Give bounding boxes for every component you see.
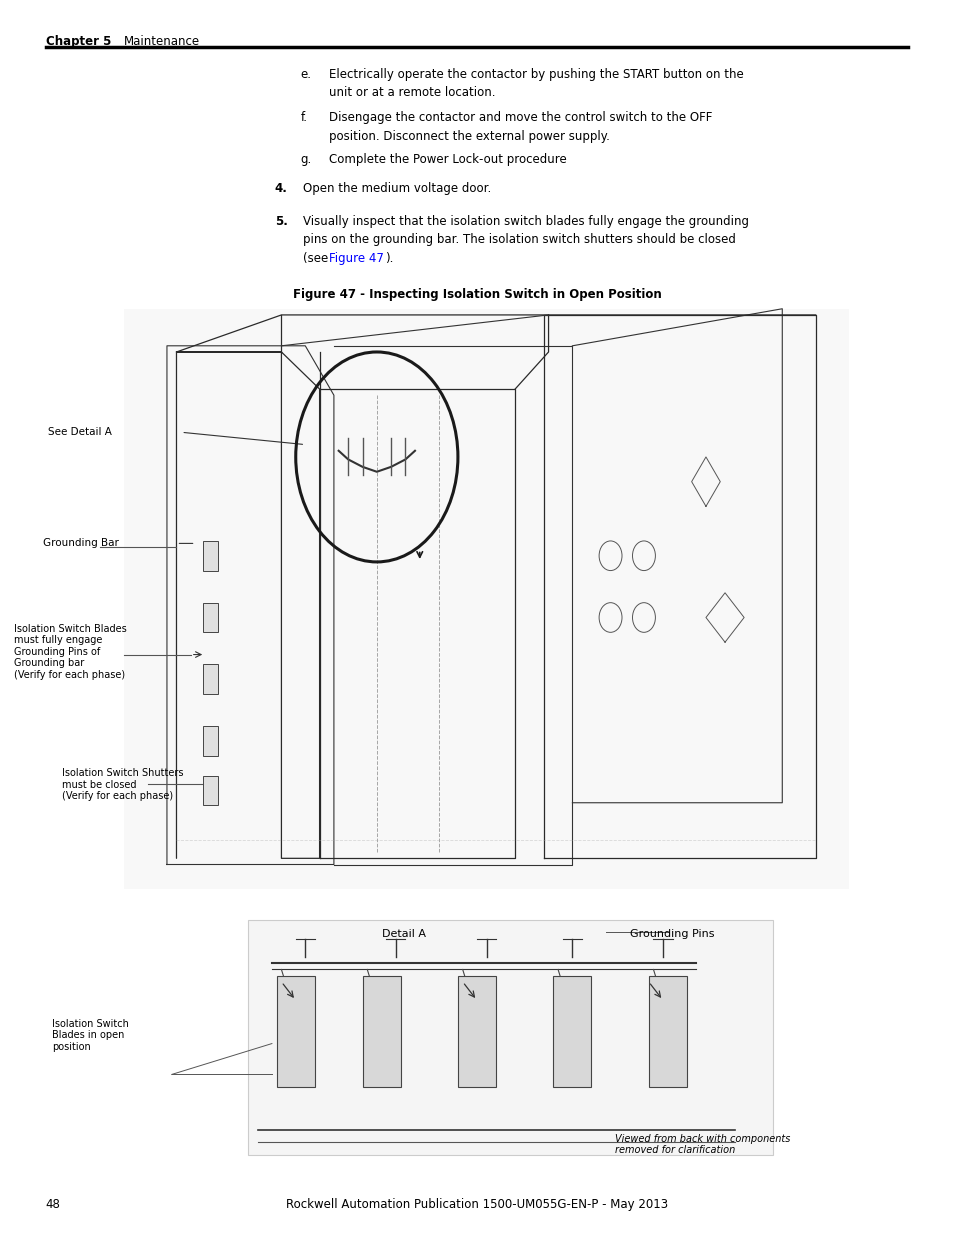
FancyBboxPatch shape — [124, 309, 848, 889]
FancyBboxPatch shape — [203, 776, 217, 805]
Text: Isolation Switch
Blades in open
position: Isolation Switch Blades in open position — [52, 1019, 130, 1052]
FancyBboxPatch shape — [276, 976, 314, 1087]
Text: Disengage the contactor and move the control switch to the OFF: Disengage the contactor and move the con… — [329, 111, 712, 125]
Text: Viewed from back with components
removed for clarification: Viewed from back with components removed… — [615, 1134, 790, 1155]
FancyBboxPatch shape — [203, 664, 217, 694]
Text: Figure 47 - Inspecting Isolation Switch in Open Position: Figure 47 - Inspecting Isolation Switch … — [293, 288, 660, 301]
Text: 48: 48 — [46, 1198, 61, 1210]
Text: position. Disconnect the external power supply.: position. Disconnect the external power … — [329, 130, 609, 143]
Text: Detail A: Detail A — [381, 929, 425, 939]
Text: g.: g. — [300, 153, 312, 167]
Text: Open the medium voltage door.: Open the medium voltage door. — [303, 182, 491, 195]
FancyBboxPatch shape — [362, 976, 400, 1087]
FancyBboxPatch shape — [553, 976, 591, 1087]
Text: Chapter 5: Chapter 5 — [46, 35, 112, 48]
Text: (see: (see — [303, 252, 332, 266]
Text: Rockwell Automation Publication 1500-UM055G-EN-P - May 2013: Rockwell Automation Publication 1500-UM0… — [286, 1198, 667, 1210]
FancyBboxPatch shape — [248, 920, 772, 1155]
Text: pins on the grounding bar. The isolation switch shutters should be closed: pins on the grounding bar. The isolation… — [303, 233, 736, 247]
Text: Grounding Pins: Grounding Pins — [629, 929, 714, 939]
FancyBboxPatch shape — [203, 726, 217, 756]
Text: Electrically operate the contactor by pushing the START button on the: Electrically operate the contactor by pu… — [329, 68, 743, 82]
FancyBboxPatch shape — [648, 976, 686, 1087]
Text: Visually inspect that the isolation switch blades fully engage the grounding: Visually inspect that the isolation swit… — [303, 215, 749, 228]
Text: 4.: 4. — [274, 182, 287, 195]
FancyBboxPatch shape — [203, 541, 217, 571]
Text: 5.: 5. — [274, 215, 287, 228]
Text: Complete the Power Lock-out procedure: Complete the Power Lock-out procedure — [329, 153, 566, 167]
Text: Isolation Switch Blades
must fully engage
Grounding Pins of
Grounding bar
(Verif: Isolation Switch Blades must fully engag… — [14, 624, 127, 680]
FancyBboxPatch shape — [457, 976, 496, 1087]
Text: Grounding Bar: Grounding Bar — [43, 538, 119, 548]
Text: ).: ). — [385, 252, 394, 266]
Text: Maintenance: Maintenance — [124, 35, 200, 48]
Text: Figure 47: Figure 47 — [329, 252, 384, 266]
FancyBboxPatch shape — [203, 603, 217, 632]
Text: e.: e. — [300, 68, 312, 82]
Text: See Detail A: See Detail A — [48, 427, 112, 437]
Text: f.: f. — [300, 111, 307, 125]
Text: Isolation Switch Shutters
must be closed
(Verify for each phase): Isolation Switch Shutters must be closed… — [62, 768, 183, 802]
Text: unit or at a remote location.: unit or at a remote location. — [329, 86, 496, 100]
